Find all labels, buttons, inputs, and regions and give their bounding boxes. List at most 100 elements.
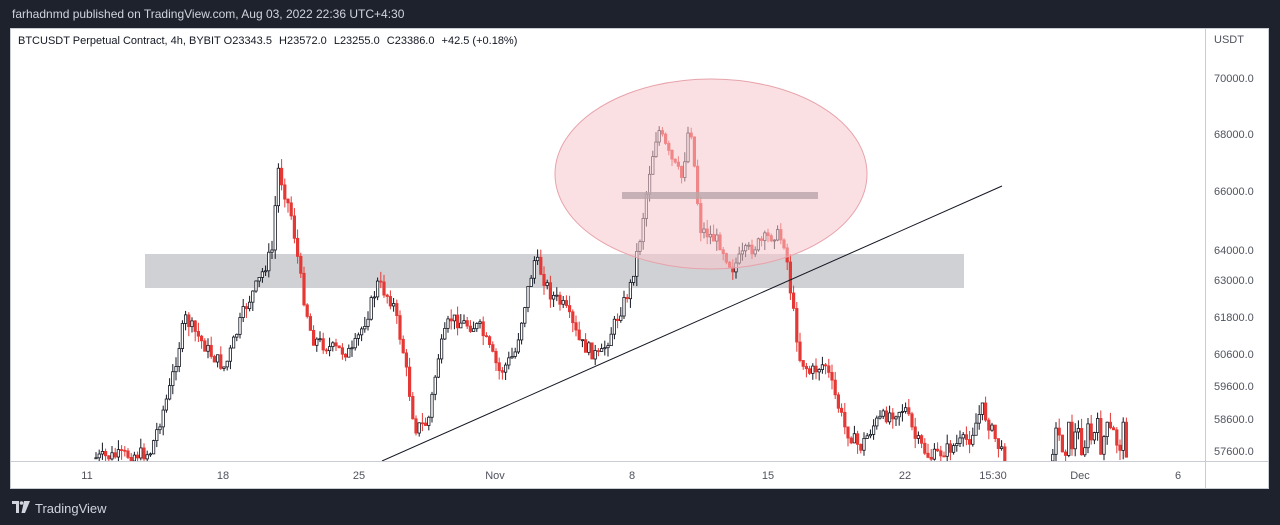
candle-body xyxy=(1054,427,1058,455)
candle-body xyxy=(491,344,495,352)
candle-body xyxy=(587,342,591,353)
candle-body xyxy=(171,371,175,387)
candle-body xyxy=(945,443,949,457)
time-label: 11 xyxy=(81,470,93,482)
candle-body xyxy=(875,417,879,427)
candle-body xyxy=(1096,418,1100,433)
candle-body xyxy=(872,425,876,435)
time-label: 25 xyxy=(352,470,366,482)
time-label: 22 xyxy=(898,470,912,482)
candle-body xyxy=(417,422,421,434)
footer-brand-label: TradingView xyxy=(35,500,107,516)
candle-body xyxy=(510,356,514,359)
candle-body xyxy=(856,433,860,445)
candle-body xyxy=(836,394,841,409)
candle-body xyxy=(443,327,447,340)
candle-body xyxy=(1112,427,1116,431)
candle-body xyxy=(984,402,988,421)
candle-body xyxy=(974,422,978,436)
candle-body xyxy=(356,334,361,339)
candle-body xyxy=(302,272,306,306)
candle-body xyxy=(475,323,479,330)
candle-body xyxy=(478,321,482,324)
candle-body xyxy=(190,320,194,328)
price-label: 68000.0 xyxy=(1214,129,1254,141)
chart-canvas[interactable] xyxy=(10,28,1205,461)
candle-body xyxy=(1060,434,1064,453)
candle-body xyxy=(247,301,252,310)
candle-body xyxy=(375,280,380,298)
candle-body xyxy=(484,335,489,338)
candle-body xyxy=(270,249,274,253)
candle-body xyxy=(1102,436,1106,455)
candle-body xyxy=(833,379,837,396)
candle-body xyxy=(231,336,236,349)
candle-body xyxy=(609,333,613,347)
candle-body xyxy=(334,342,338,347)
candle-body xyxy=(318,338,322,341)
candle-body xyxy=(628,282,633,300)
candle-body xyxy=(577,329,581,341)
price-label: 60600.0 xyxy=(1214,349,1254,361)
candle-body xyxy=(907,407,911,415)
candle-body xyxy=(228,347,232,362)
candle-body xyxy=(97,453,101,459)
candle-body xyxy=(321,338,325,351)
candle-body xyxy=(404,352,409,368)
candle-body xyxy=(622,297,626,317)
candle-body xyxy=(1051,453,1055,461)
candle-body xyxy=(584,339,588,353)
candle-body xyxy=(619,315,623,321)
candle-body xyxy=(564,300,569,306)
candle-body xyxy=(568,305,572,313)
candle-body xyxy=(990,424,994,431)
candle-body xyxy=(804,365,809,370)
candle-body xyxy=(379,280,383,283)
candle-body xyxy=(958,437,962,444)
candle-body xyxy=(952,445,956,453)
time-axis[interactable] xyxy=(10,461,1205,489)
candle-body xyxy=(283,184,287,200)
candle-body xyxy=(366,318,370,327)
candle-body xyxy=(260,271,264,278)
candle-body xyxy=(299,256,303,274)
candle-body xyxy=(503,364,508,373)
candle-body xyxy=(350,347,354,350)
candle-body xyxy=(910,413,914,428)
candle-body xyxy=(913,426,917,439)
candle-body xyxy=(843,411,847,428)
candle-body xyxy=(222,366,226,369)
candle-body xyxy=(552,294,556,300)
candle-body xyxy=(897,411,901,418)
price-label: 70000.0 xyxy=(1214,73,1254,85)
candle-body xyxy=(279,167,284,186)
candle-body xyxy=(632,275,636,283)
candle-body xyxy=(286,198,290,204)
candle-body xyxy=(206,344,210,352)
close-key: C xyxy=(386,35,395,47)
candle-body xyxy=(1003,446,1007,461)
symbol-label[interactable]: BTCUSDT Perpetual Contract, 4h, BYBIT xyxy=(18,35,221,47)
candle-body xyxy=(1073,431,1077,450)
candle-body xyxy=(411,396,415,420)
price-axis[interactable] xyxy=(1205,28,1269,461)
candle-body xyxy=(612,318,617,335)
candle-body xyxy=(353,338,357,349)
candle-body xyxy=(955,443,959,447)
publish-info: farhadnmd published on TradingView.com, … xyxy=(0,0,1280,28)
candle-body xyxy=(139,447,143,459)
candle-body xyxy=(923,442,927,454)
candle-body xyxy=(625,297,629,300)
candle-body xyxy=(308,316,313,331)
candle-body xyxy=(814,365,818,373)
footer-brand[interactable]: TradingView xyxy=(12,497,107,519)
candle-body xyxy=(1067,421,1071,456)
candle-body xyxy=(500,370,505,373)
candle-body xyxy=(536,256,540,262)
candle-body xyxy=(1089,423,1093,441)
candle-body xyxy=(513,351,517,357)
candle-body xyxy=(238,317,242,335)
candle-body xyxy=(603,347,607,350)
candle-body xyxy=(1057,427,1061,436)
price-label: 64000.0 xyxy=(1214,245,1254,257)
